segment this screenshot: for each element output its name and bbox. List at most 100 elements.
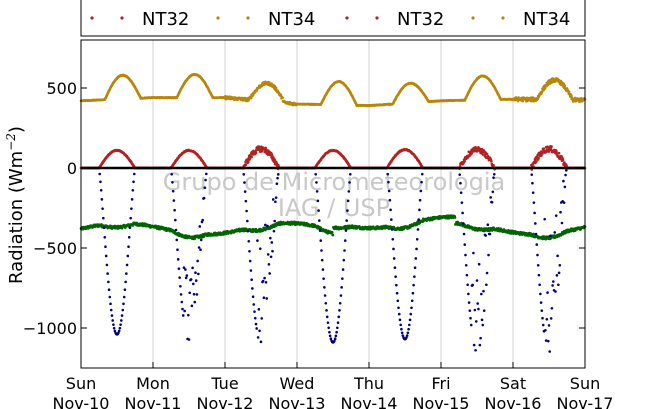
data-point — [411, 291, 415, 295]
data-point — [463, 243, 467, 246]
legend-label: NT34 — [523, 9, 570, 30]
data-point — [478, 343, 482, 347]
data-point — [413, 266, 417, 270]
data-point — [175, 238, 179, 242]
data-point — [191, 266, 194, 270]
data-point — [250, 155, 253, 159]
data-point — [477, 307, 480, 311]
data-point — [318, 229, 322, 232]
x-tick-label-weekday: Sat — [500, 374, 526, 393]
data-point — [473, 308, 477, 312]
data-point — [390, 218, 393, 221]
data-point — [471, 283, 474, 287]
data-point — [561, 158, 565, 162]
data-point — [185, 274, 189, 277]
data-point — [338, 309, 341, 312]
legend-marker — [471, 16, 475, 20]
data-point — [386, 172, 390, 176]
data-point — [106, 272, 109, 275]
data-point — [420, 180, 423, 184]
data-point — [560, 221, 564, 225]
data-point — [536, 253, 539, 257]
data-point — [120, 319, 123, 322]
data-point — [196, 259, 199, 263]
data-point — [266, 253, 270, 256]
data-point — [123, 288, 127, 292]
data-point — [101, 207, 104, 210]
data-point — [254, 151, 258, 155]
data-point — [464, 253, 467, 257]
data-point — [552, 280, 555, 283]
axes-frame — [80, 39, 586, 369]
data-point — [346, 199, 350, 203]
data-point — [395, 283, 398, 287]
data-point — [347, 190, 351, 193]
data-point — [392, 257, 396, 260]
data-point — [544, 339, 548, 342]
data-point — [199, 248, 202, 252]
data-point — [132, 172, 136, 176]
data-point — [99, 180, 102, 184]
data-point — [547, 150, 551, 153]
data-point — [490, 200, 494, 204]
data-point — [203, 186, 207, 190]
data-point — [490, 160, 493, 163]
x-tick-label-date: Nov-15 — [413, 394, 470, 409]
data-point — [408, 323, 411, 327]
data-point — [472, 343, 476, 347]
data-point — [269, 236, 272, 240]
data-point — [537, 273, 541, 277]
data-point — [258, 247, 262, 250]
data-point — [181, 307, 184, 311]
data-point — [243, 190, 247, 193]
data-point — [334, 334, 338, 338]
data-point — [271, 198, 275, 201]
data-point — [453, 216, 457, 219]
data-point — [487, 253, 490, 257]
x-tick-label-weekday: Fri — [431, 374, 450, 393]
data-point — [531, 181, 534, 185]
data-point — [253, 310, 256, 313]
data-point — [408, 318, 412, 322]
data-point — [204, 172, 208, 176]
data-point — [544, 328, 547, 332]
data-point — [406, 331, 410, 335]
data-point — [131, 189, 135, 192]
data-point — [570, 94, 573, 97]
data-point — [201, 218, 204, 222]
data-point — [540, 309, 544, 312]
data-point — [246, 229, 250, 233]
data-point — [555, 274, 559, 277]
data-point — [418, 208, 421, 212]
data-point — [122, 295, 126, 299]
data-point — [274, 86, 278, 90]
data-point — [459, 191, 463, 194]
data-point — [348, 173, 352, 176]
data-point — [400, 331, 404, 335]
data-point — [184, 268, 187, 271]
data-point — [485, 271, 489, 275]
data-point — [405, 334, 409, 337]
data-point — [181, 314, 185, 317]
data-point — [197, 246, 201, 249]
data-point — [563, 185, 567, 189]
data-point — [394, 275, 397, 278]
data-point — [396, 299, 400, 303]
data-point — [187, 338, 191, 341]
data-point — [482, 309, 486, 312]
data-point — [265, 297, 269, 300]
watermark-line: IAG / USP — [278, 194, 390, 222]
data-point — [314, 173, 318, 176]
data-point — [543, 217, 546, 221]
data-point — [174, 218, 177, 222]
data-point — [118, 326, 122, 330]
data-point — [467, 292, 470, 296]
data-point — [111, 319, 114, 322]
data-point — [330, 230, 334, 234]
data-point — [415, 247, 418, 251]
y-tick-label: 500 — [46, 79, 77, 98]
data-point — [120, 314, 124, 317]
data-point — [127, 235, 131, 239]
data-point — [247, 160, 250, 164]
